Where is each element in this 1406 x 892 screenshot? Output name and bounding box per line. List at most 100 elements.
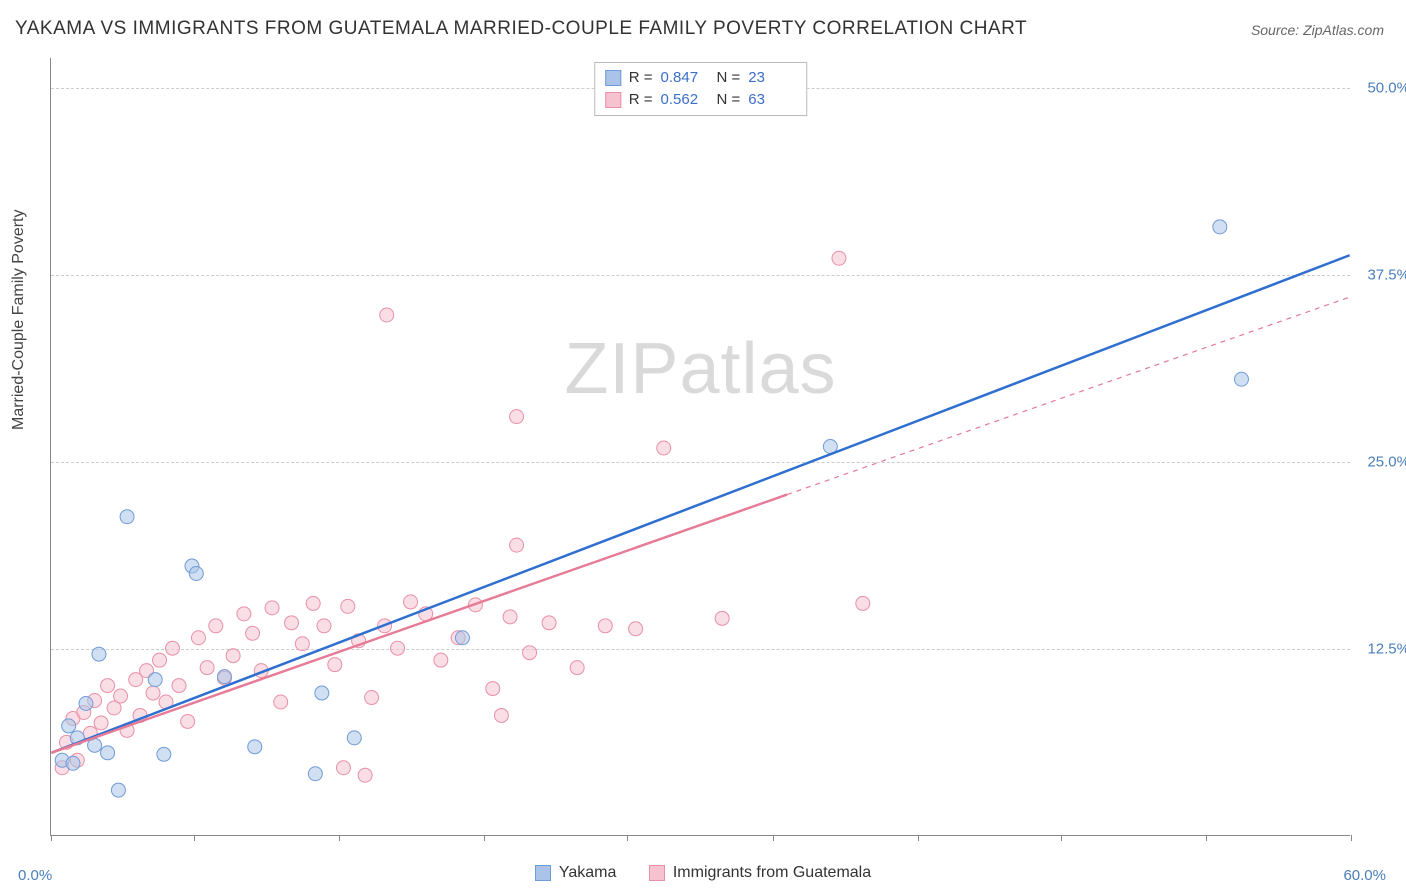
- n-value: 23: [748, 67, 796, 89]
- data-point: [200, 661, 214, 675]
- data-point: [166, 641, 180, 655]
- data-point: [209, 619, 223, 633]
- data-point: [308, 767, 322, 781]
- correlation-legend: R = 0.847 N = 23 R = 0.562 N = 63: [594, 62, 808, 116]
- y-tick-label: 25.0%: [1355, 453, 1406, 470]
- data-point: [503, 610, 517, 624]
- r-label: R =: [629, 67, 653, 89]
- data-point: [365, 691, 379, 705]
- chart-title: YAKAMA VS IMMIGRANTS FROM GUATEMALA MARR…: [15, 18, 1027, 40]
- swatch-icon: [535, 865, 551, 881]
- data-point: [657, 441, 671, 455]
- data-point: [246, 626, 260, 640]
- x-tick: [51, 835, 52, 841]
- data-point: [237, 607, 251, 621]
- data-point: [191, 631, 205, 645]
- data-point: [265, 601, 279, 615]
- x-tick: [1061, 835, 1062, 841]
- data-point: [217, 670, 231, 684]
- data-point: [336, 761, 350, 775]
- y-tick-label: 50.0%: [1355, 79, 1406, 96]
- legend-item-guatemala: Immigrants from Guatemala: [649, 864, 871, 882]
- data-point: [391, 641, 405, 655]
- y-tick-label: 37.5%: [1355, 266, 1406, 283]
- y-axis-label: Married-Couple Family Poverty: [10, 209, 28, 430]
- data-point: [341, 599, 355, 613]
- data-point: [189, 567, 203, 581]
- data-point: [172, 679, 186, 693]
- data-point: [629, 622, 643, 636]
- data-point: [347, 731, 361, 745]
- r-label: R =: [629, 89, 653, 111]
- data-point: [101, 679, 115, 693]
- data-point: [328, 658, 342, 672]
- data-point: [62, 719, 76, 733]
- data-point: [598, 619, 612, 633]
- r-value: 0.847: [661, 67, 709, 89]
- data-point: [317, 619, 331, 633]
- trend-line: [51, 255, 1349, 753]
- legend-item-yakama: Yakama: [535, 864, 617, 882]
- data-point: [146, 686, 160, 700]
- data-point: [181, 714, 195, 728]
- swatch-icon: [649, 865, 665, 881]
- data-point: [111, 783, 125, 797]
- data-point: [1234, 372, 1248, 386]
- data-point: [542, 616, 556, 630]
- data-point: [153, 653, 167, 667]
- data-point: [157, 747, 171, 761]
- x-tick: [484, 835, 485, 841]
- data-point: [455, 631, 469, 645]
- swatch-icon: [605, 92, 621, 108]
- data-point: [715, 611, 729, 625]
- data-point: [404, 595, 418, 609]
- data-point: [306, 596, 320, 610]
- n-label: N =: [717, 67, 741, 89]
- trend-line-extrapolated: [787, 297, 1350, 494]
- chart-plot-area: ZIPatlas 12.5%25.0%37.5%50.0% R = 0.847 …: [50, 58, 1350, 836]
- x-tick: [627, 835, 628, 841]
- data-point: [79, 697, 93, 711]
- data-point: [120, 510, 134, 524]
- legend-label: Immigrants from Guatemala: [673, 864, 871, 882]
- x-tick: [773, 835, 774, 841]
- data-point: [114, 689, 128, 703]
- trend-line: [51, 495, 787, 753]
- data-point: [570, 661, 584, 675]
- data-point: [434, 653, 448, 667]
- x-tick: [339, 835, 340, 841]
- data-point: [856, 596, 870, 610]
- data-point: [523, 646, 537, 660]
- data-point: [101, 746, 115, 760]
- series-legend: Yakama Immigrants from Guatemala: [0, 864, 1406, 886]
- x-tick: [1206, 835, 1207, 841]
- data-point: [274, 695, 288, 709]
- data-point: [494, 708, 508, 722]
- data-point: [248, 740, 262, 754]
- data-point: [94, 716, 108, 730]
- data-point: [295, 637, 309, 651]
- correlation-row-guatemala: R = 0.562 N = 63: [605, 89, 797, 111]
- data-point: [1213, 220, 1227, 234]
- legend-label: Yakama: [559, 864, 617, 882]
- data-point: [358, 768, 372, 782]
- r-value: 0.562: [661, 89, 709, 111]
- source-attribution: Source: ZipAtlas.com: [1251, 22, 1384, 38]
- correlation-row-yakama: R = 0.847 N = 23: [605, 67, 797, 89]
- x-tick: [194, 835, 195, 841]
- data-point: [92, 647, 106, 661]
- n-value: 63: [748, 89, 796, 111]
- data-point: [486, 682, 500, 696]
- x-tick: [1351, 835, 1352, 841]
- data-point: [510, 538, 524, 552]
- data-point: [226, 649, 240, 663]
- data-point: [148, 673, 162, 687]
- data-point: [315, 686, 329, 700]
- page-root: YAKAMA VS IMMIGRANTS FROM GUATEMALA MARR…: [0, 0, 1406, 892]
- data-point: [510, 410, 524, 424]
- x-tick: [918, 835, 919, 841]
- n-label: N =: [717, 89, 741, 111]
- data-point: [380, 308, 394, 322]
- data-point: [285, 616, 299, 630]
- y-tick-label: 12.5%: [1355, 640, 1406, 657]
